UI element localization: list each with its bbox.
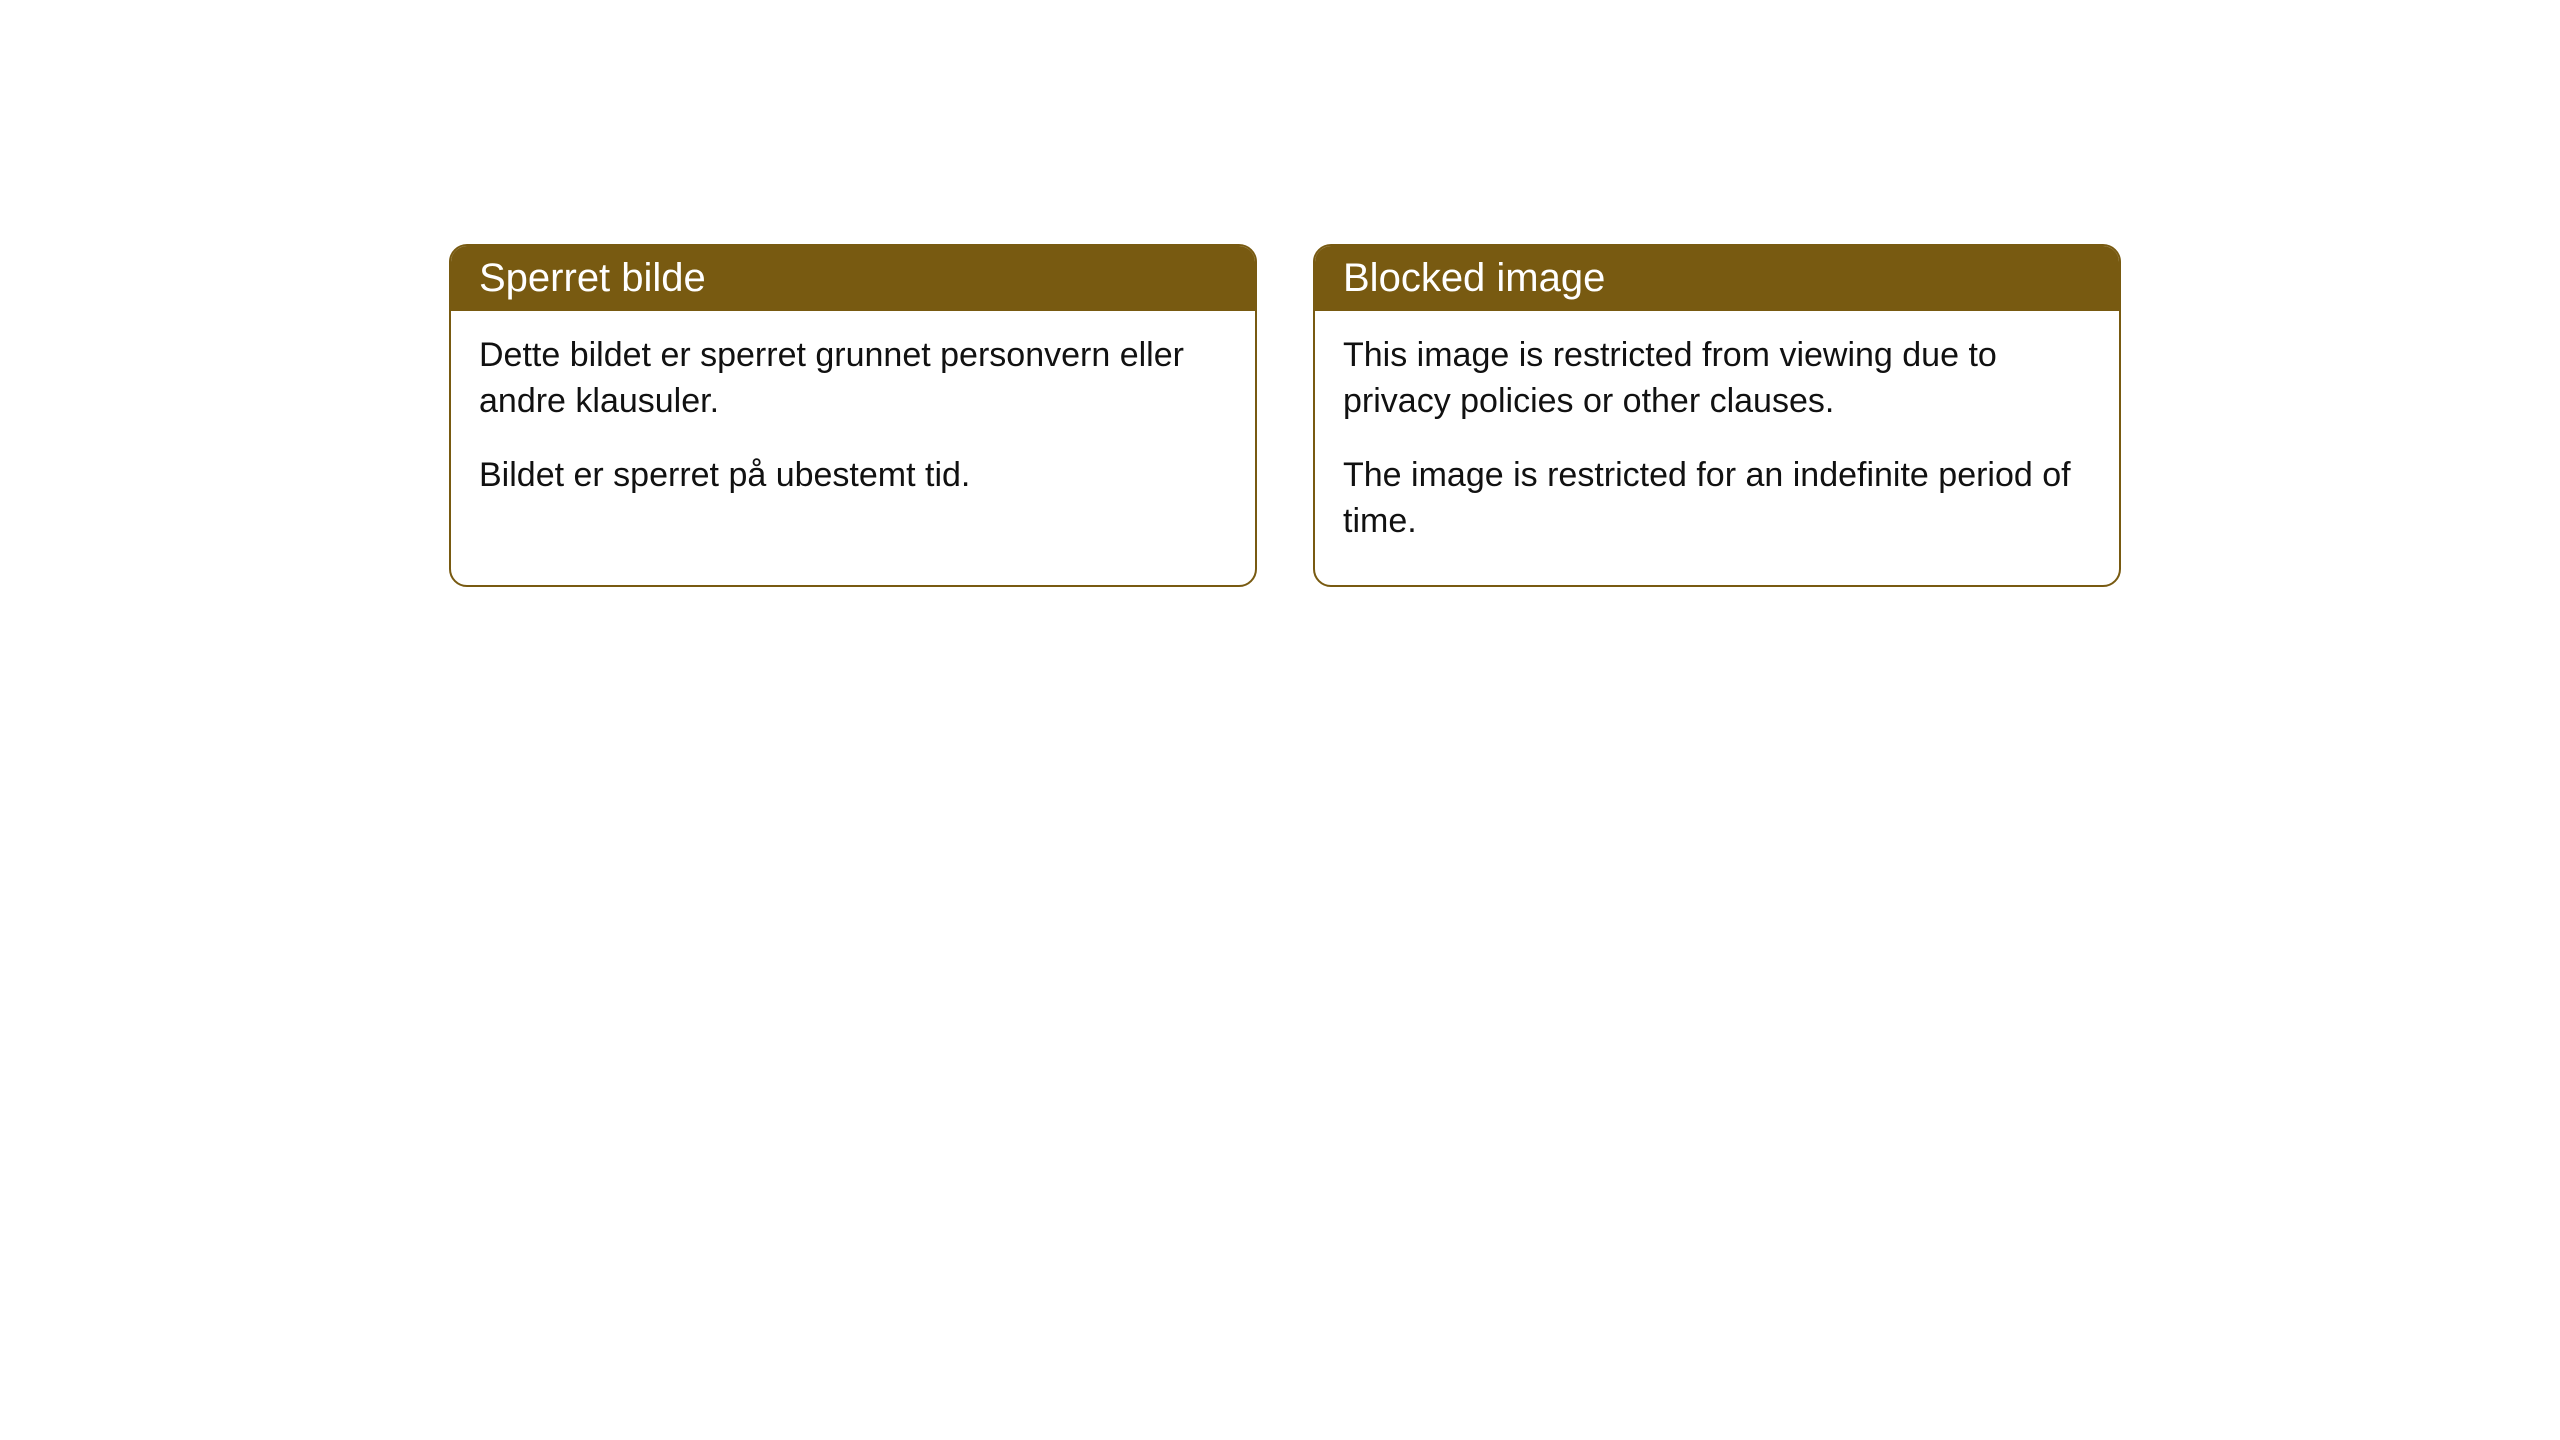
- notice-cards-container: Sperret bilde Dette bildet er sperret gr…: [449, 244, 2121, 587]
- notice-card-english: Blocked image This image is restricted f…: [1313, 244, 2121, 587]
- card-header: Sperret bilde: [451, 246, 1255, 311]
- card-title: Blocked image: [1343, 256, 1605, 300]
- card-body: Dette bildet er sperret grunnet personve…: [451, 311, 1255, 539]
- card-paragraph: Dette bildet er sperret grunnet personve…: [479, 333, 1227, 425]
- card-paragraph: This image is restricted from viewing du…: [1343, 333, 2091, 425]
- card-header: Blocked image: [1315, 246, 2119, 311]
- card-body: This image is restricted from viewing du…: [1315, 311, 2119, 585]
- card-paragraph: The image is restricted for an indefinit…: [1343, 453, 2091, 545]
- notice-card-norwegian: Sperret bilde Dette bildet er sperret gr…: [449, 244, 1257, 587]
- card-title: Sperret bilde: [479, 256, 706, 300]
- card-paragraph: Bildet er sperret på ubestemt tid.: [479, 453, 1227, 499]
